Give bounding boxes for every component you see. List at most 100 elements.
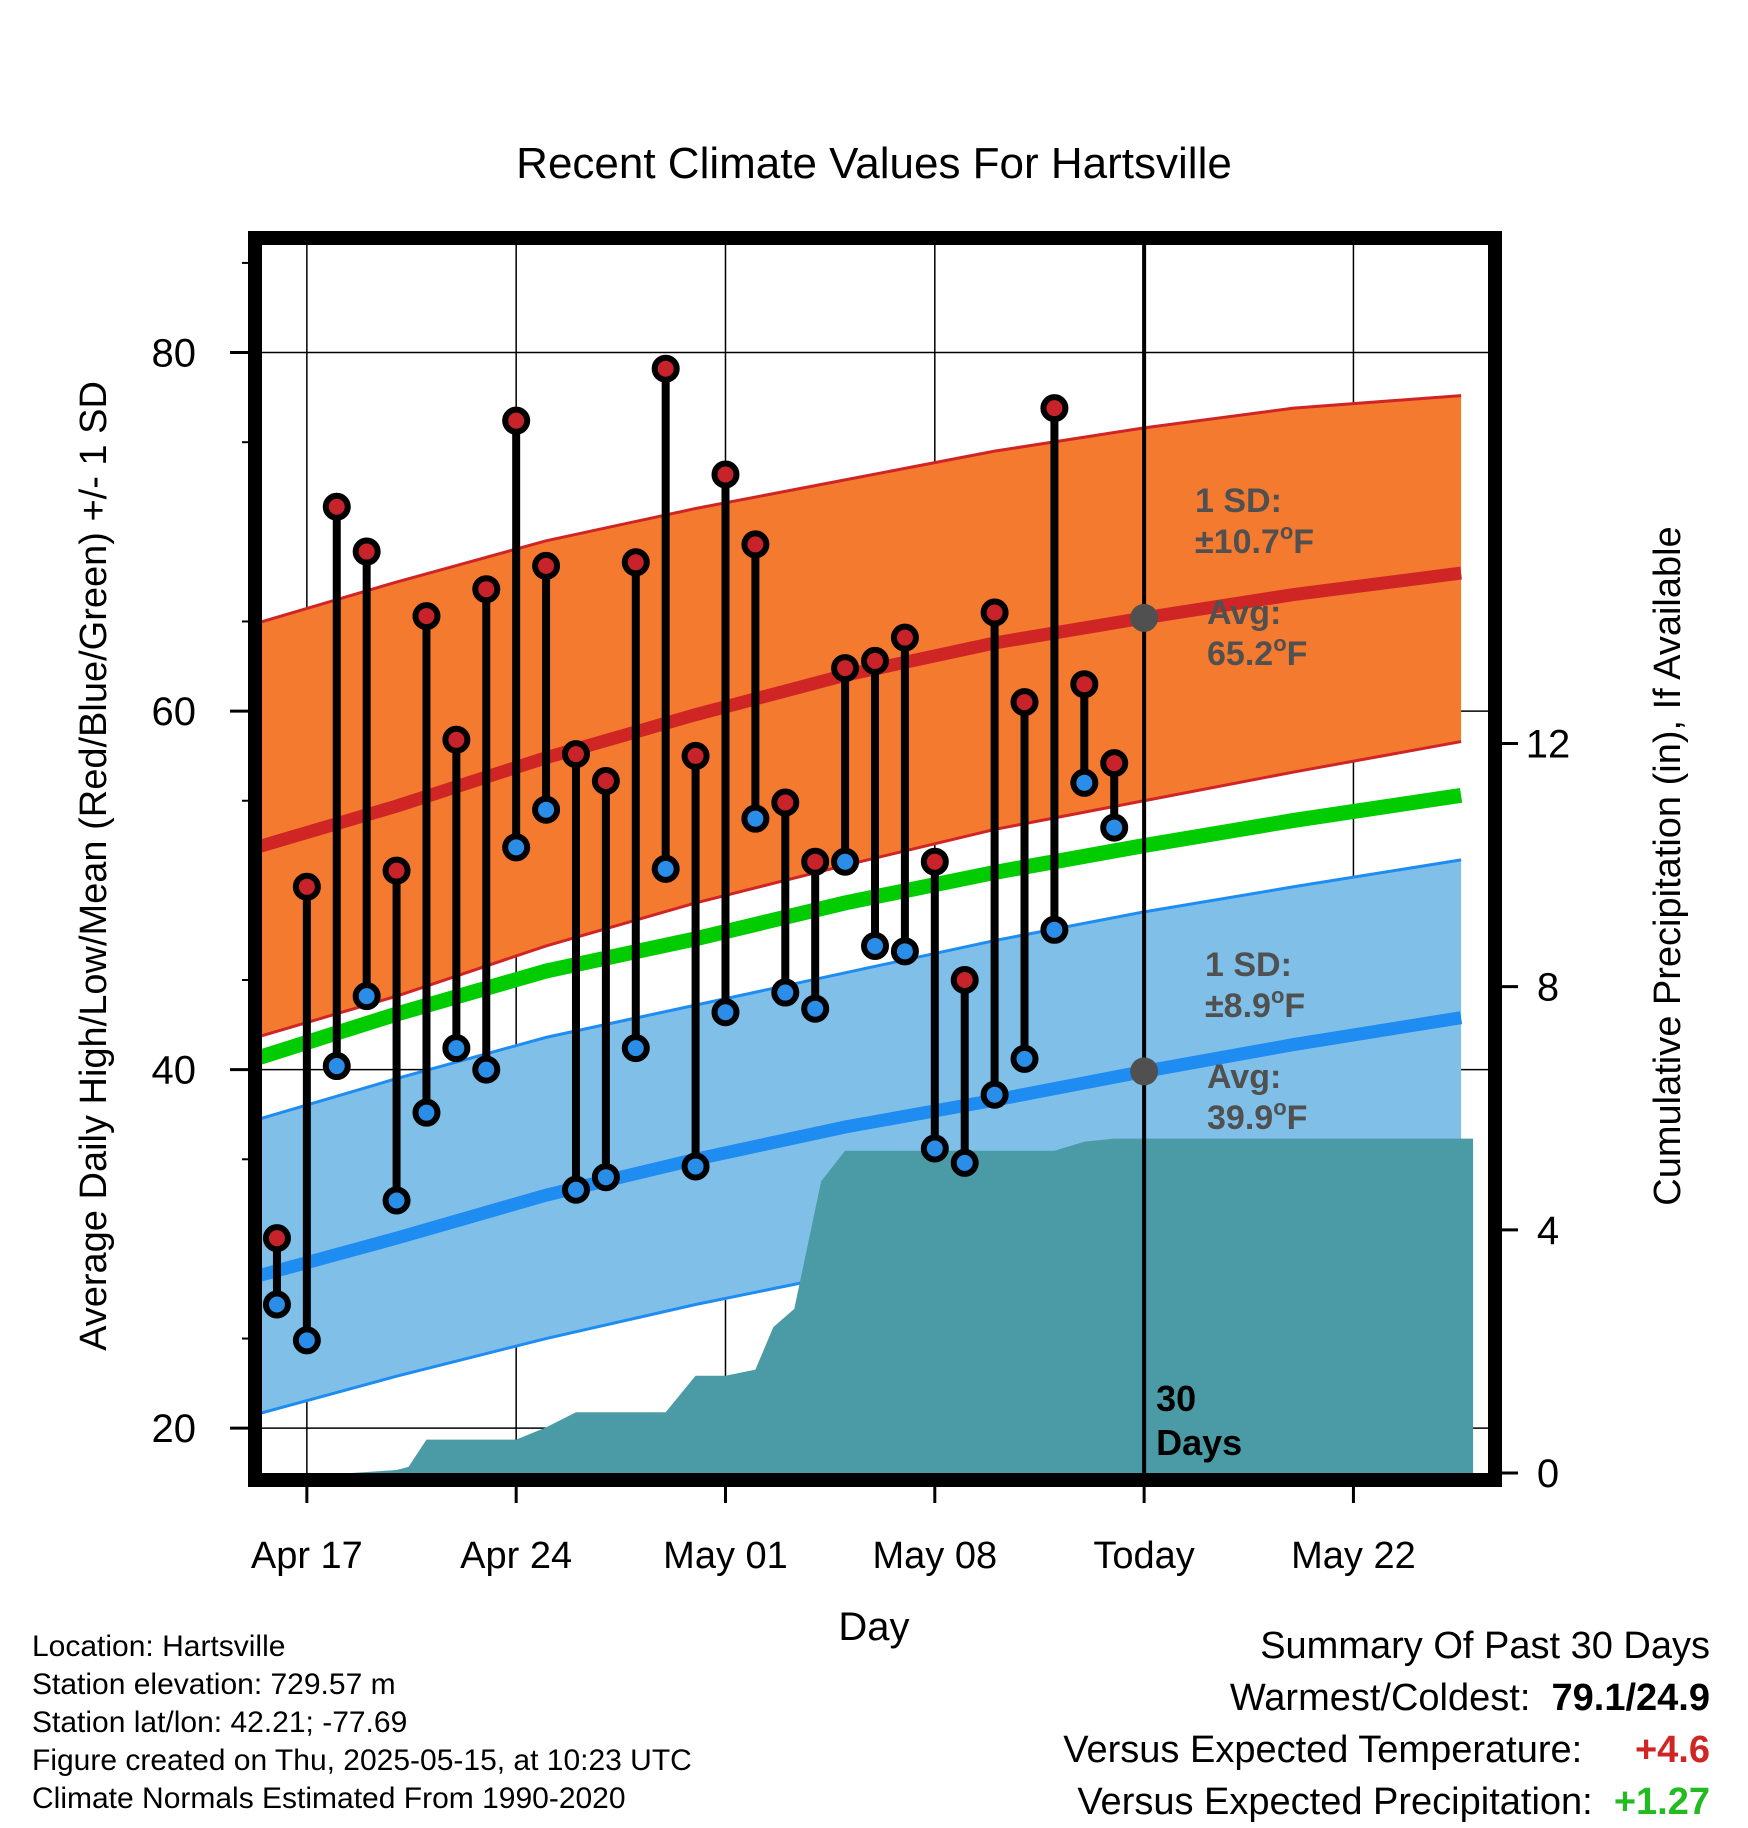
summary-temp-row: Versus Expected Temperature: +4.6 [1063,1724,1710,1776]
low-temp-point [1100,813,1129,842]
high-temp-point [412,602,441,631]
high-temp-point [1070,670,1099,699]
normal-labels: 1 SD: ±10.7oF Avg: 65.2oF 1 SD: ±8.9oF Avg: 39.… [1195,482,1314,1137]
high-sd-band-upper-edge [262,394,1462,624]
low-avg-label: Avg: 39.9oF [1207,1058,1307,1137]
high-temp-point [741,530,770,559]
low-normal-line [262,1011,1463,1282]
low-temp-point [442,1034,471,1063]
plot-area: 30 Days [262,245,1488,1473]
y2-tick-label: 8 [1537,966,1559,1010]
summary-warmest-label: Warmest/Coldest: [1229,1677,1531,1719]
info-latlon: Station lat/lon: 42.21; -77.69 [32,1706,408,1739]
high-temp-point [1040,394,1069,423]
plot-frame [248,231,1502,1487]
summary-precip-value: +1.27 [1613,1781,1710,1823]
y2-tick-label: 12 [1526,722,1571,766]
summary-temp-label: Versus Expected Temperature: [1063,1729,1583,1771]
high-temp-point [621,548,650,577]
station-info: Location: Hartsville Station elevation: … [32,1628,692,1818]
low-temp-point [950,1148,979,1177]
low-temp-point [1010,1044,1039,1073]
high-temp-point [920,847,949,876]
today-marker: 30 Days [1130,245,1242,1473]
summary-panel: Summary Of Past 30 Days Warmest/Coldest:… [1063,1620,1710,1828]
high-temp-point [801,847,830,876]
summary-title: Summary Of Past 30 Days [1260,1625,1710,1667]
y-tick-label: 80 [152,332,197,376]
high-temp-point [292,872,321,901]
high-temp-point [442,725,471,754]
low-temp-point [262,1290,291,1319]
high-temp-point [561,740,590,769]
summary-warmest-row: Warmest/Coldest: 79.1/24.9 [1063,1672,1710,1724]
info-created: Figure created on Thu, 2025-05-15, at 10… [32,1744,692,1777]
y2-axis-label: Cumulative Precipitation (in), If Availa… [1647,526,1689,1205]
y2-tick-label: 4 [1537,1209,1559,1253]
high-sd-band [262,395,1462,1036]
high-temp-point [861,646,889,675]
low-temp-point [651,854,680,883]
x-axis-label: Day [838,1605,909,1649]
low-temp-point [621,1034,650,1063]
summary-precip-label: Versus Expected Precipitation: [1077,1781,1593,1823]
low-temp-point [801,994,830,1023]
low-temp-point [352,982,381,1011]
low-temp-point [591,1163,620,1192]
low-temp-point [292,1326,321,1355]
high-temp-point [262,1224,291,1253]
high-temp-point [322,492,351,521]
low-temp-point [1070,768,1099,797]
low-temp-point [412,1098,441,1127]
low-temp-point [890,937,919,966]
low-temp-point [711,998,740,1027]
low-temp-point [920,1134,949,1163]
low-temp-point [502,833,531,862]
high-temp-point [382,856,411,885]
info-elevation: Station elevation: 729.57 m [32,1668,396,1701]
high-sd-label: 1 SD: ±10.7oF [1195,482,1314,561]
high-temp-point [890,623,919,652]
daily-temperature-bars [262,354,1129,1355]
low-sd-band-upper-edge [262,858,1462,1120]
low-temp-point [322,1052,351,1081]
high-temp-point [1100,749,1129,778]
high-avg-label: Avg: 65.2oF [1207,594,1307,673]
high-temp-point [711,460,740,489]
high-temp-point [1010,688,1039,717]
y-tick-label: 20 [152,1407,197,1451]
high-temp-point [502,406,531,435]
today-days-label: 30 Days [1156,1378,1242,1463]
low-sd-band [262,859,1462,1413]
low-temp-point [561,1175,590,1204]
low-temp-point [771,978,800,1007]
high-temp-point [472,575,501,604]
y-axis-label: Average Daily High/Low/Mean (Red/Blue/Gr… [73,381,115,1351]
high-temp-point [591,767,620,796]
high-temp-point [532,551,561,580]
low-sd-label: 1 SD: ±8.9oF [1205,946,1305,1025]
high-temp-point [681,741,710,770]
low-temp-point [681,1152,710,1181]
high-temp-point [352,537,381,566]
x-tick-label: Apr 17 [251,1535,363,1577]
y-tick-label: 40 [152,1049,197,1093]
info-location: Location: Hartsville [32,1630,286,1663]
summary-precip-row: Versus Expected Precipitation: +1.27 [1063,1776,1710,1828]
x-tick-label: May 01 [663,1535,788,1577]
low-temp-point [980,1080,1009,1109]
x-tick-label: May 08 [872,1535,997,1577]
chart-title: Recent Climate Values For Hartsville [516,139,1232,188]
normal-bands [262,394,1463,1415]
summary-temp-value: +4.6 [1634,1729,1710,1771]
high-temp-point [950,966,979,995]
precipitation-area [262,1138,1474,1473]
high-temp-point [651,354,680,383]
axes: Apr 17 Apr 24 May 01 May 08 Today May 2220406… [152,261,1571,1577]
info-normals: Climate Normals Estimated From 1990-2020 [32,1782,626,1815]
y-tick-label: 60 [152,690,197,734]
low-temp-point [861,931,889,960]
low-temp-point [741,804,770,833]
today-high-normal-dot [1130,603,1159,632]
